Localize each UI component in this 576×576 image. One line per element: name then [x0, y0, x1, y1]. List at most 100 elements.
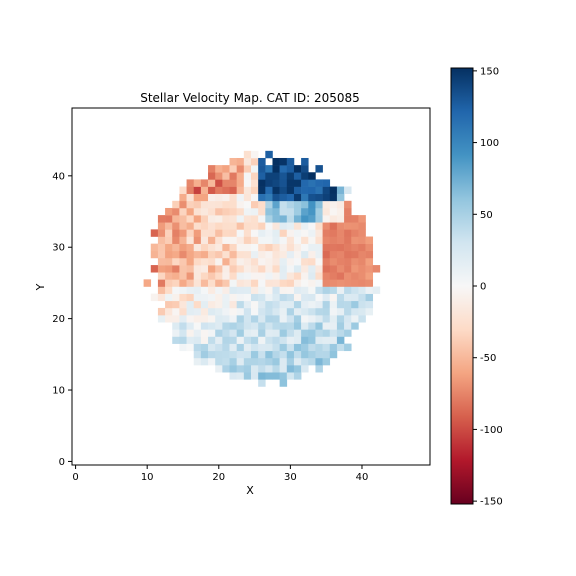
heatmap-cell	[301, 229, 309, 237]
heatmap-cell	[215, 286, 223, 294]
heatmap-cell	[308, 279, 316, 287]
heatmap-cell	[344, 250, 352, 259]
heatmap-cell	[222, 365, 230, 373]
heatmap-cell	[344, 257, 352, 266]
heatmap-cell	[222, 265, 230, 273]
heatmap-cell	[286, 243, 295, 252]
heatmap-cell	[308, 200, 316, 209]
heatmap-cell	[258, 322, 266, 330]
heatmap-cell	[315, 207, 323, 216]
heatmap-cell	[308, 329, 316, 337]
heatmap-cell	[344, 293, 352, 302]
heatmap-cell	[286, 350, 295, 359]
heatmap-cell	[329, 279, 338, 287]
heatmap-cell	[272, 336, 280, 344]
heatmap-cell	[336, 322, 345, 330]
heatmap-cell	[229, 315, 237, 323]
heatmap-cell	[272, 200, 280, 209]
heatmap-cell	[336, 236, 345, 244]
heatmap-cell	[222, 179, 230, 187]
heatmap-cell	[179, 286, 187, 294]
heatmap-cell	[258, 157, 266, 166]
heatmap-cell	[215, 329, 223, 337]
heatmap-cell	[301, 172, 309, 180]
heatmap-cell	[315, 307, 323, 316]
heatmap-cell	[243, 150, 252, 159]
heatmap-cell	[329, 193, 338, 202]
heatmap-cell	[165, 307, 173, 316]
heatmap-cell	[243, 179, 252, 187]
heatmap-cell	[243, 307, 252, 316]
heatmap-cell	[293, 350, 302, 359]
heatmap-cell	[229, 215, 237, 223]
heatmap-cell	[165, 286, 173, 294]
heatmap-cell	[322, 179, 331, 187]
heatmap-cell	[265, 179, 273, 187]
heatmap-cell	[208, 293, 216, 302]
heatmap-cell	[265, 286, 273, 294]
heatmap-cell	[179, 336, 187, 344]
heatmap-cell	[229, 350, 237, 359]
heatmap-cell	[258, 257, 266, 266]
heatmap-cell	[372, 265, 381, 273]
heatmap-cell	[186, 315, 195, 323]
heatmap-cell	[265, 243, 273, 252]
heatmap-cell	[329, 300, 338, 309]
heatmap-cell	[251, 343, 259, 352]
heatmap-cell	[179, 193, 187, 202]
heatmap-cell	[179, 300, 187, 309]
heatmap-cell	[208, 186, 216, 194]
heatmap-cell	[265, 172, 273, 180]
heatmap-cell	[365, 257, 374, 266]
heatmap-cell	[301, 222, 309, 230]
heatmap-cell	[229, 186, 237, 194]
heatmap-cell	[193, 186, 202, 194]
heatmap-cell	[193, 257, 202, 266]
heatmap-cell	[315, 272, 323, 280]
heatmap-cell	[243, 229, 252, 237]
heatmap-cell	[172, 257, 180, 266]
heatmap-cell	[365, 243, 374, 252]
heatmap-cell	[301, 179, 309, 187]
heatmap-cell	[336, 293, 345, 302]
heatmap-cell	[236, 265, 245, 273]
heatmap-cell	[265, 257, 273, 266]
heatmap-cell	[322, 357, 331, 366]
heatmap-cell	[329, 265, 338, 273]
heatmap-cell	[208, 200, 216, 209]
heatmap-cell	[301, 286, 309, 294]
heatmap-cell	[251, 307, 259, 316]
heatmap-cell	[286, 165, 295, 173]
heatmap-cell	[329, 186, 338, 194]
heatmap-cell	[358, 215, 366, 223]
heatmap-cell	[236, 329, 245, 337]
heatmap-cell	[222, 207, 230, 216]
heatmap-cell	[251, 250, 259, 259]
heatmap-cell	[215, 186, 223, 194]
heatmap-cell	[222, 350, 230, 359]
heatmap-cell	[322, 200, 331, 209]
heatmap-cell	[358, 257, 366, 266]
heatmap-cell	[186, 343, 195, 352]
heatmap-cell	[165, 300, 173, 309]
heatmap-cell	[372, 286, 381, 294]
heatmap-cell	[243, 257, 252, 266]
heatmap-cell	[200, 322, 209, 330]
heatmap-cell	[208, 265, 216, 273]
heatmap-cell	[301, 186, 309, 194]
heatmap-cell	[293, 200, 302, 209]
heatmap-cell	[251, 150, 259, 159]
heatmap-cell	[279, 250, 288, 259]
heatmap-cell	[308, 236, 316, 244]
heatmap-cell	[236, 215, 245, 223]
heatmap-cell	[165, 207, 173, 216]
heatmap-cell	[315, 215, 323, 223]
heatmap-cell	[243, 329, 252, 337]
heatmap-cell	[193, 343, 202, 352]
heatmap-cell	[165, 272, 173, 280]
heatmap-cell	[157, 286, 166, 294]
heatmap-cell	[279, 257, 288, 266]
heatmap-cell	[157, 315, 166, 323]
heatmap-cell	[165, 229, 173, 237]
heatmap-cell	[172, 322, 180, 330]
